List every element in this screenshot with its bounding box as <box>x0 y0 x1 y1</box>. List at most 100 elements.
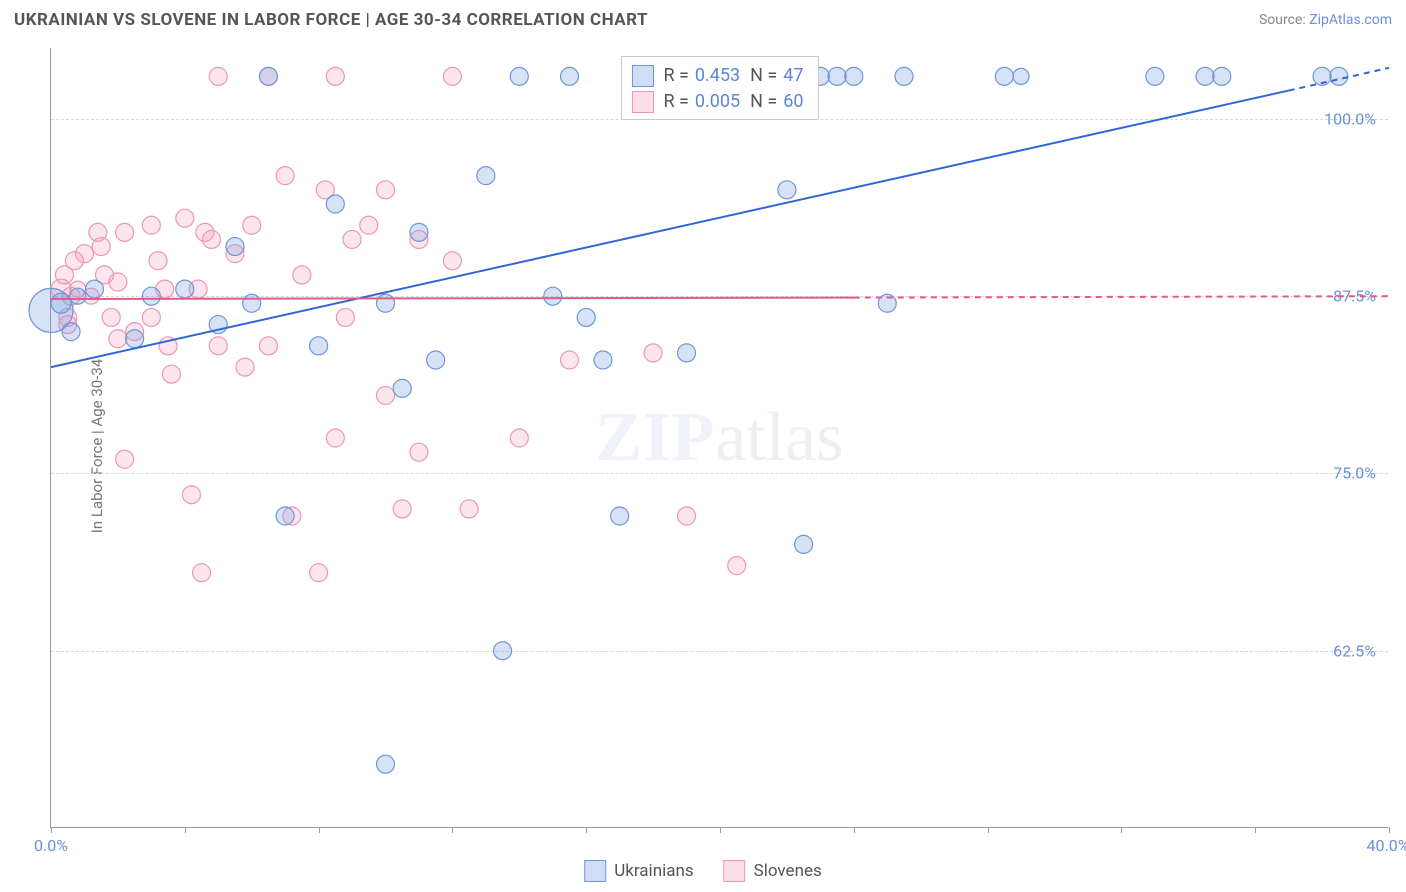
data-point <box>611 507 629 525</box>
data-point <box>310 564 328 582</box>
data-point <box>326 67 344 85</box>
data-point <box>577 308 595 326</box>
data-point <box>1330 67 1348 85</box>
x-axis-min-label: 0.0% <box>34 836 68 855</box>
data-point <box>85 280 103 298</box>
data-point <box>209 67 227 85</box>
data-point <box>226 238 244 256</box>
data-point <box>62 323 80 341</box>
data-point <box>778 181 796 199</box>
legend-swatch-blue <box>631 65 653 87</box>
data-point <box>427 351 445 369</box>
data-point <box>293 266 311 284</box>
x-axis-max-label: 40.0% <box>1367 836 1406 855</box>
data-point <box>126 330 144 348</box>
legend-r-label: R = <box>663 89 688 115</box>
bottom-legend-ukrainians: Ukrainians <box>584 860 693 882</box>
data-point <box>176 280 194 298</box>
legend-n-blue: 47 <box>783 63 803 89</box>
data-point <box>193 564 211 582</box>
legend-n-label: N = <box>750 89 777 115</box>
data-point <box>243 216 261 234</box>
data-point <box>243 294 261 312</box>
data-point <box>845 67 863 85</box>
data-point <box>326 195 344 213</box>
data-point <box>360 216 378 234</box>
data-point <box>259 67 277 85</box>
data-point <box>1196 67 1214 85</box>
data-point <box>995 67 1013 85</box>
data-point <box>510 67 528 85</box>
data-point <box>116 450 134 468</box>
data-point <box>209 337 227 355</box>
legend-box: R = 0.453 N = 47 R = 0.005 N = 60 <box>620 56 818 120</box>
data-point <box>310 337 328 355</box>
data-point <box>116 223 134 241</box>
legend-label-ukrainians: Ukrainians <box>614 861 693 881</box>
data-point <box>92 238 110 256</box>
data-point <box>276 507 294 525</box>
data-point <box>644 344 662 362</box>
data-point <box>51 293 71 313</box>
data-point <box>594 351 612 369</box>
x-tick <box>586 827 587 833</box>
legend-label-slovenes: Slovenes <box>754 861 822 881</box>
data-point <box>259 337 277 355</box>
data-point <box>176 209 194 227</box>
data-point <box>460 500 478 518</box>
data-point <box>343 230 361 248</box>
data-point <box>102 308 120 326</box>
data-point <box>377 294 395 312</box>
data-point <box>336 308 354 326</box>
data-point <box>393 500 411 518</box>
data-point <box>276 167 294 185</box>
x-tick <box>185 827 186 833</box>
legend-r-blue: 0.453 <box>695 63 740 89</box>
x-tick <box>51 827 52 833</box>
data-point <box>678 344 696 362</box>
data-point <box>377 181 395 199</box>
legend-n-label: N = <box>750 63 777 89</box>
data-point <box>377 755 395 773</box>
data-point <box>1013 68 1029 84</box>
data-point <box>560 351 578 369</box>
data-point <box>728 557 746 575</box>
x-tick <box>854 827 855 833</box>
x-tick <box>1389 827 1390 833</box>
legend-row-blue: R = 0.453 N = 47 <box>631 63 803 89</box>
data-point <box>75 245 93 263</box>
data-point <box>510 429 528 447</box>
source-link[interactable]: ZipAtlas.com <box>1309 12 1392 28</box>
legend-swatch-pink <box>631 91 653 113</box>
data-point <box>142 308 160 326</box>
legend-row-pink: R = 0.005 N = 60 <box>631 89 803 115</box>
data-point <box>326 429 344 447</box>
x-tick <box>1255 827 1256 833</box>
data-point <box>477 167 495 185</box>
data-point <box>494 642 512 660</box>
scatter-svg <box>51 48 1388 827</box>
source-attribution: Source: ZipAtlas.com <box>1259 12 1392 28</box>
data-point <box>142 287 160 305</box>
bottom-legend-slovenes: Slovenes <box>724 860 822 882</box>
data-point <box>828 67 846 85</box>
data-point <box>203 230 221 248</box>
data-point <box>795 535 813 553</box>
swatch-ukrainians <box>584 860 606 882</box>
data-point <box>149 252 167 270</box>
plot-area: ZIPatlas 62.5%75.0%87.5%100.0% R = 0.453… <box>50 48 1388 828</box>
data-point <box>410 223 428 241</box>
data-point <box>162 365 180 383</box>
data-point <box>443 252 461 270</box>
data-point <box>393 379 411 397</box>
data-point <box>443 67 461 85</box>
data-point <box>895 67 913 85</box>
legend-r-label: R = <box>663 63 688 89</box>
x-tick <box>720 827 721 833</box>
legend-r-pink: 0.005 <box>695 89 740 115</box>
x-tick <box>452 827 453 833</box>
x-tick <box>988 827 989 833</box>
bottom-legend: Ukrainians Slovenes <box>584 860 822 882</box>
data-point <box>410 443 428 461</box>
source-prefix: Source: <box>1259 12 1309 28</box>
